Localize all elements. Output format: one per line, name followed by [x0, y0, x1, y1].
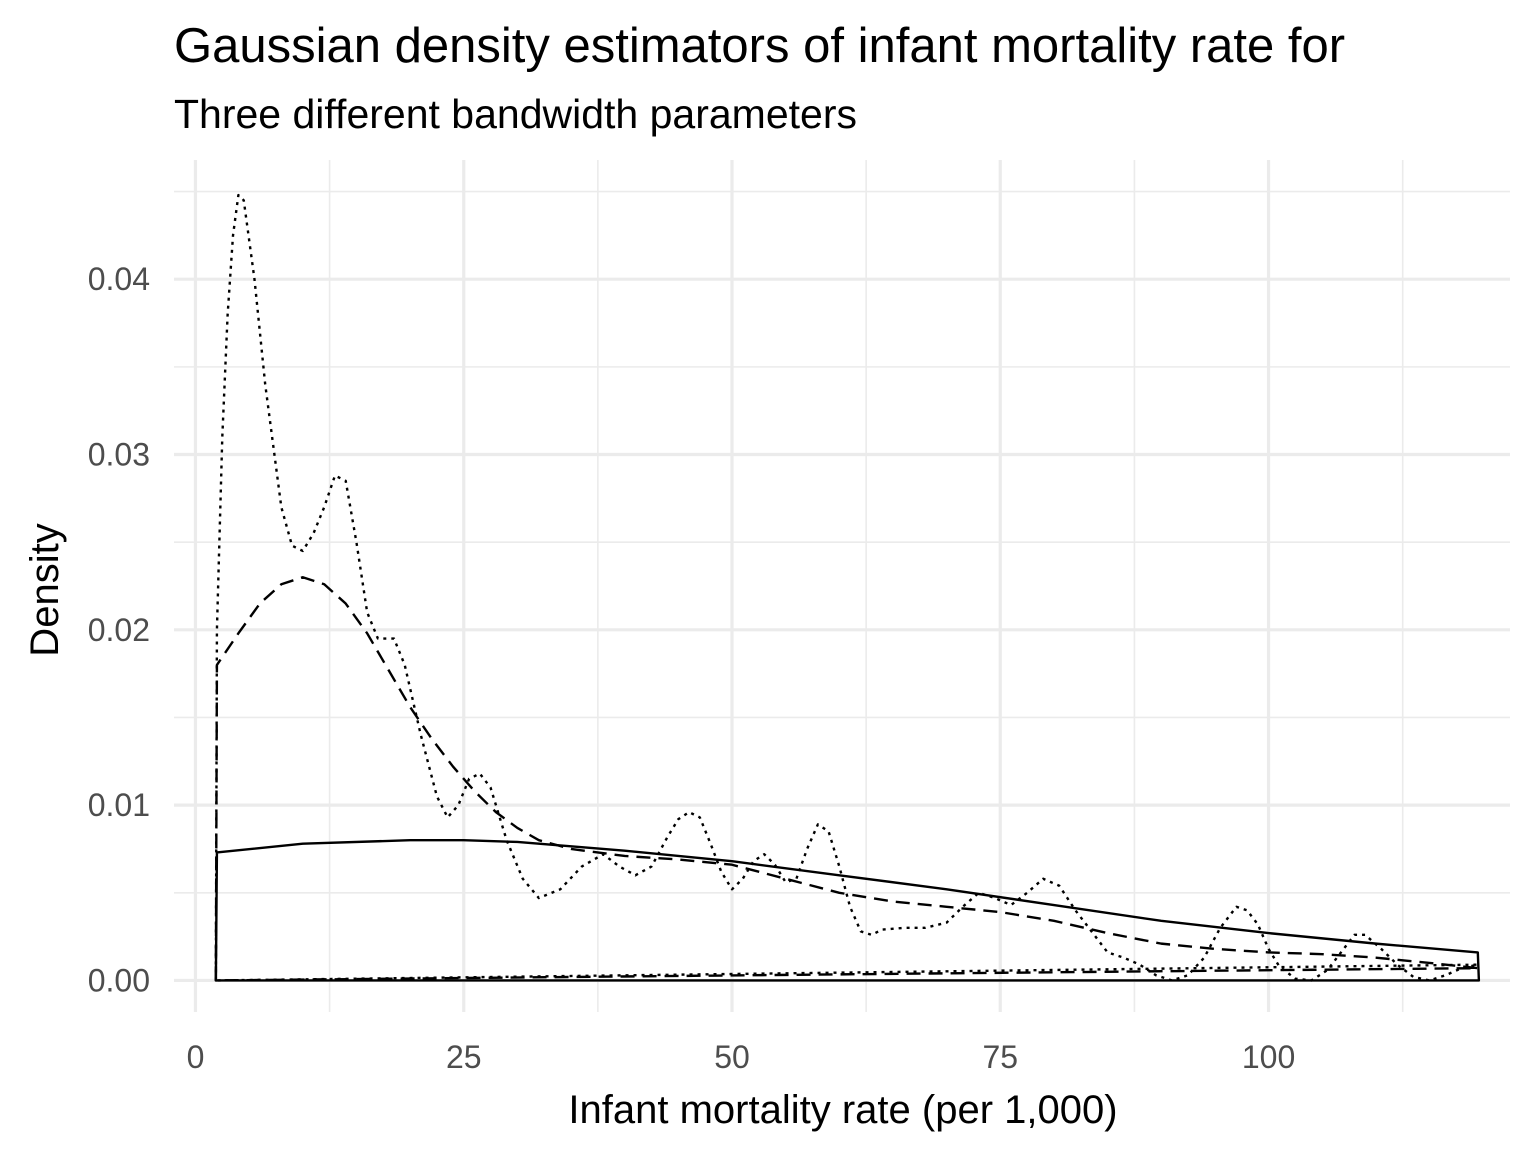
density-series	[214, 193, 1481, 982]
major-gridlines	[174, 160, 1510, 1012]
x-tick-label: 75	[982, 1039, 1018, 1075]
x-axis-label: Infant mortality rate (per 1,000)	[568, 1088, 1117, 1132]
chart-subtitle: Three different bandwidth parameters	[174, 91, 857, 137]
minor-gridlines	[174, 160, 1510, 1012]
density-curve-dotted	[214, 193, 1480, 982]
y-tick-label: 0.01	[88, 787, 150, 823]
x-tick-label: 25	[446, 1039, 482, 1075]
density-curve-dashed	[214, 576, 1480, 982]
y-tick-label: 0.00	[88, 962, 150, 998]
y-axis-ticks: 0.00 0.01 0.02 0.03 0.04	[88, 261, 150, 998]
x-tick-label: 100	[1242, 1039, 1295, 1075]
x-tick-label: 0	[187, 1039, 205, 1075]
density-curve-solid	[214, 839, 1481, 982]
x-tick-label: 50	[714, 1039, 750, 1075]
y-tick-label: 0.04	[88, 261, 150, 297]
y-tick-label: 0.03	[88, 437, 150, 473]
y-tick-label: 0.02	[88, 612, 150, 648]
y-axis-label: Density	[23, 523, 67, 656]
x-axis-ticks: 0 25 50 75 100	[187, 1039, 1296, 1075]
chart-title: Gaussian density estimators of infant mo…	[174, 19, 1346, 73]
